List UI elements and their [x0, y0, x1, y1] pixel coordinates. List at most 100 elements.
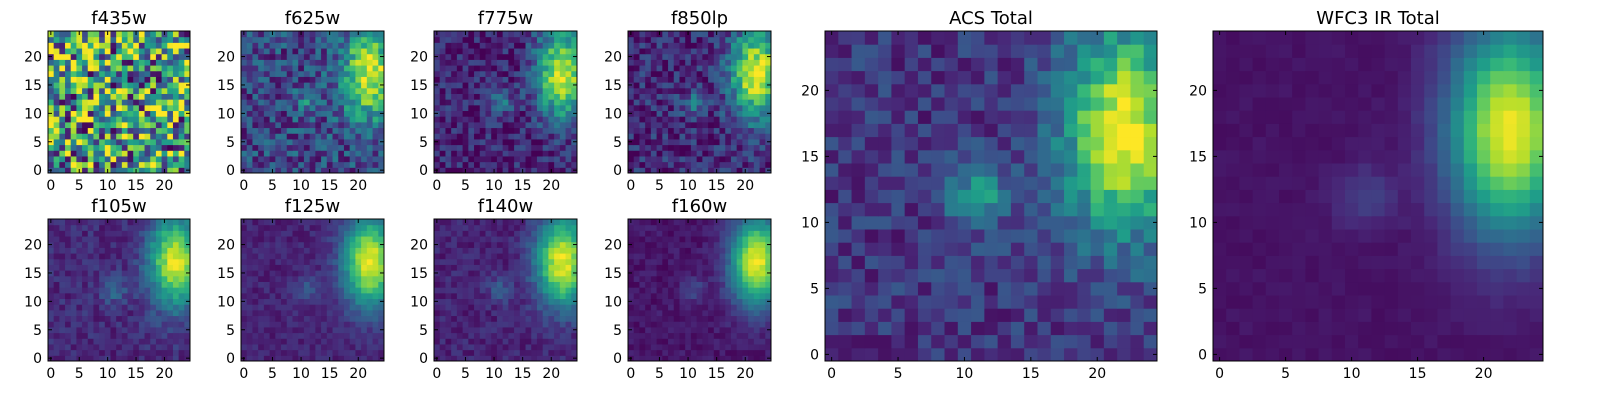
heatmap-cell — [87, 65, 94, 72]
heatmap-cell — [127, 304, 134, 311]
heatmap-cell — [104, 258, 111, 265]
heatmap-cell — [263, 121, 271, 129]
heatmap-cell — [645, 298, 652, 305]
heatmap-cell — [303, 315, 311, 322]
heatmap-cell — [309, 87, 316, 94]
y-tick-label: 0 — [33, 351, 42, 367]
heatmap-cell — [639, 121, 646, 129]
y-tick-label: 5 — [226, 323, 235, 339]
heatmap-cell — [246, 355, 253, 362]
heatmap-cell — [542, 87, 549, 94]
heatmap-cell — [315, 76, 322, 83]
heatmap-cell — [645, 355, 652, 362]
heatmap-cell — [326, 59, 334, 66]
heatmap-cell — [748, 321, 755, 328]
heatmap-cell — [361, 264, 368, 271]
heatmap-cell — [439, 270, 446, 277]
heatmap-cell — [110, 224, 117, 231]
heatmap-cell — [241, 133, 248, 140]
heatmap-cell — [150, 315, 157, 322]
heatmap-cell — [668, 82, 675, 89]
heatmap-cell — [645, 104, 652, 112]
heatmap-cell — [246, 349, 253, 356]
heatmap-cell — [155, 332, 163, 339]
heatmap-cell — [628, 59, 635, 66]
heatmap-cell — [343, 104, 351, 112]
heatmap-cell — [332, 326, 339, 334]
heatmap-cell — [719, 99, 726, 106]
heatmap-cell — [127, 241, 134, 248]
heatmap-cell — [502, 133, 509, 140]
heatmap-cell — [474, 241, 481, 248]
heatmap-cell — [462, 338, 469, 345]
heatmap-cell — [116, 59, 123, 66]
heatmap-cell — [82, 230, 89, 237]
heatmap-cell — [155, 230, 163, 237]
heatmap-cell — [53, 110, 60, 117]
heatmap-cell — [372, 31, 379, 38]
heatmap-cell — [70, 219, 77, 226]
heatmap-cell — [519, 321, 527, 328]
heatmap-cell — [702, 99, 709, 106]
heatmap-cell — [502, 315, 509, 322]
heatmap-cell — [155, 133, 163, 140]
heatmap-cell — [690, 281, 698, 288]
heatmap-cell — [172, 298, 180, 305]
heatmap-cell — [121, 93, 129, 100]
heatmap-cell — [679, 133, 686, 140]
heatmap-cell — [565, 104, 572, 112]
x-tick-label: 10 — [485, 178, 503, 194]
heatmap-cell — [748, 155, 755, 163]
heatmap-cell — [338, 247, 345, 254]
heatmap-cell — [104, 53, 111, 60]
heatmap-cell — [321, 304, 328, 311]
heatmap-cell — [59, 93, 66, 100]
heatmap-cell — [116, 161, 123, 168]
heatmap-cell — [719, 349, 726, 356]
heatmap-cell — [303, 121, 311, 129]
heatmap-cell — [93, 48, 100, 55]
heatmap-cell — [730, 42, 738, 49]
heatmap-cell — [116, 355, 123, 362]
heatmap-cell — [571, 87, 578, 94]
y-tick-label: 5 — [33, 135, 42, 151]
heatmap-cell — [246, 87, 253, 94]
heatmap-cell — [439, 287, 446, 294]
heatmap-cell — [485, 121, 492, 129]
heatmap-cell — [468, 349, 475, 356]
heatmap-cell — [150, 230, 157, 237]
heatmap-cell — [559, 31, 567, 38]
heatmap-cell — [462, 161, 469, 168]
heatmap-cell — [656, 82, 663, 89]
heatmap-cell — [708, 298, 715, 305]
heatmap-cell — [252, 258, 259, 265]
heatmap-cell — [719, 48, 726, 55]
heatmap-cell — [366, 355, 374, 362]
heatmap-cell — [309, 70, 316, 77]
heatmap-cell — [138, 82, 146, 89]
heatmap-cell — [269, 127, 276, 134]
heatmap-cell — [133, 236, 140, 243]
heatmap-cell — [82, 315, 89, 322]
heatmap-cell — [292, 36, 299, 43]
heatmap-cell — [514, 99, 521, 106]
heatmap-cell — [748, 309, 755, 317]
heatmap-cell — [87, 332, 94, 339]
heatmap-cell — [59, 275, 66, 282]
heatmap-cell — [144, 304, 151, 311]
heatmap-cell — [496, 253, 504, 260]
heatmap-cell — [121, 326, 129, 334]
heatmap-cell — [184, 292, 191, 300]
heatmap-cell — [445, 309, 452, 317]
heatmap-cell — [155, 110, 163, 117]
heatmap-cell — [133, 36, 140, 43]
heatmap-cell — [719, 76, 726, 83]
heatmap-cell — [70, 230, 77, 237]
heatmap-cell — [514, 150, 521, 157]
heatmap-cell — [496, 82, 504, 89]
heatmap-cell — [263, 270, 271, 277]
heatmap-cell — [309, 304, 316, 311]
heatmap-cell — [127, 167, 134, 174]
heatmap-cell — [372, 104, 379, 112]
